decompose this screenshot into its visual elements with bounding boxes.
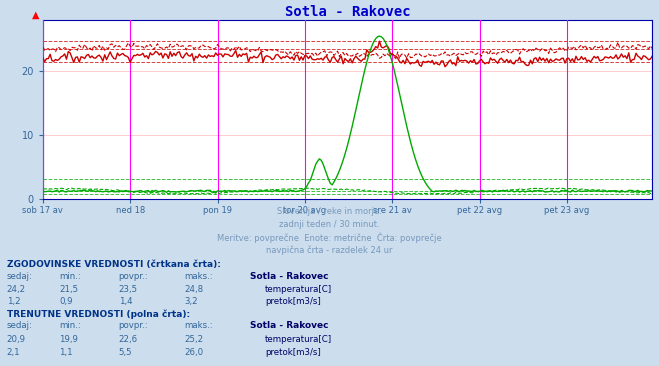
Text: TRENUTNE VREDNOSTI (polna črta):: TRENUTNE VREDNOSTI (polna črta): bbox=[7, 309, 190, 319]
Text: ZGODOVINSKE VREDNOSTI (črtkana črta):: ZGODOVINSKE VREDNOSTI (črtkana črta): bbox=[7, 260, 221, 269]
Text: pretok[m3/s]: pretok[m3/s] bbox=[265, 348, 321, 357]
Text: 20,9: 20,9 bbox=[7, 335, 26, 344]
Text: sedaj:: sedaj: bbox=[7, 272, 32, 281]
Text: Slovenija / reke in morje.: Slovenija / reke in morje. bbox=[277, 207, 382, 216]
Text: povpr.:: povpr.: bbox=[119, 321, 148, 330]
Text: temperatura[C]: temperatura[C] bbox=[265, 285, 332, 294]
Text: sedaj:: sedaj: bbox=[7, 321, 32, 330]
Text: 25,2: 25,2 bbox=[185, 335, 204, 344]
Text: 19,9: 19,9 bbox=[59, 335, 78, 344]
Text: 23,5: 23,5 bbox=[119, 285, 138, 294]
Text: 1,4: 1,4 bbox=[119, 297, 132, 306]
Text: 1,2: 1,2 bbox=[7, 297, 20, 306]
Text: 26,0: 26,0 bbox=[185, 348, 204, 357]
Text: 24,2: 24,2 bbox=[7, 285, 26, 294]
Text: min.:: min.: bbox=[59, 272, 81, 281]
Text: zadnji teden / 30 minut.: zadnji teden / 30 minut. bbox=[279, 220, 380, 229]
Text: min.:: min.: bbox=[59, 321, 81, 330]
Text: 24,8: 24,8 bbox=[185, 285, 204, 294]
Text: Sotla - Rakovec: Sotla - Rakovec bbox=[250, 272, 329, 281]
Text: 0,9: 0,9 bbox=[59, 297, 72, 306]
Text: maks.:: maks.: bbox=[185, 272, 213, 281]
Text: 21,5: 21,5 bbox=[59, 285, 78, 294]
Text: 22,6: 22,6 bbox=[119, 335, 138, 344]
Text: 2,1: 2,1 bbox=[7, 348, 20, 357]
Text: 3,2: 3,2 bbox=[185, 297, 198, 306]
Text: maks.:: maks.: bbox=[185, 321, 213, 330]
Text: 1,1: 1,1 bbox=[59, 348, 73, 357]
Text: povpr.:: povpr.: bbox=[119, 272, 148, 281]
Text: temperatura[C]: temperatura[C] bbox=[265, 335, 332, 344]
Text: 5,5: 5,5 bbox=[119, 348, 132, 357]
Text: Meritve: povprečne  Enote: metrične  Črta: povprečje: Meritve: povprečne Enote: metrične Črta:… bbox=[217, 232, 442, 243]
Text: Sotla - Rakovec: Sotla - Rakovec bbox=[250, 321, 329, 330]
Text: navpična črta - razdelek 24 ur: navpična črta - razdelek 24 ur bbox=[266, 245, 393, 255]
Text: ▲: ▲ bbox=[32, 10, 40, 20]
Title: Sotla - Rakovec: Sotla - Rakovec bbox=[285, 5, 411, 19]
Text: pretok[m3/s]: pretok[m3/s] bbox=[265, 297, 321, 306]
